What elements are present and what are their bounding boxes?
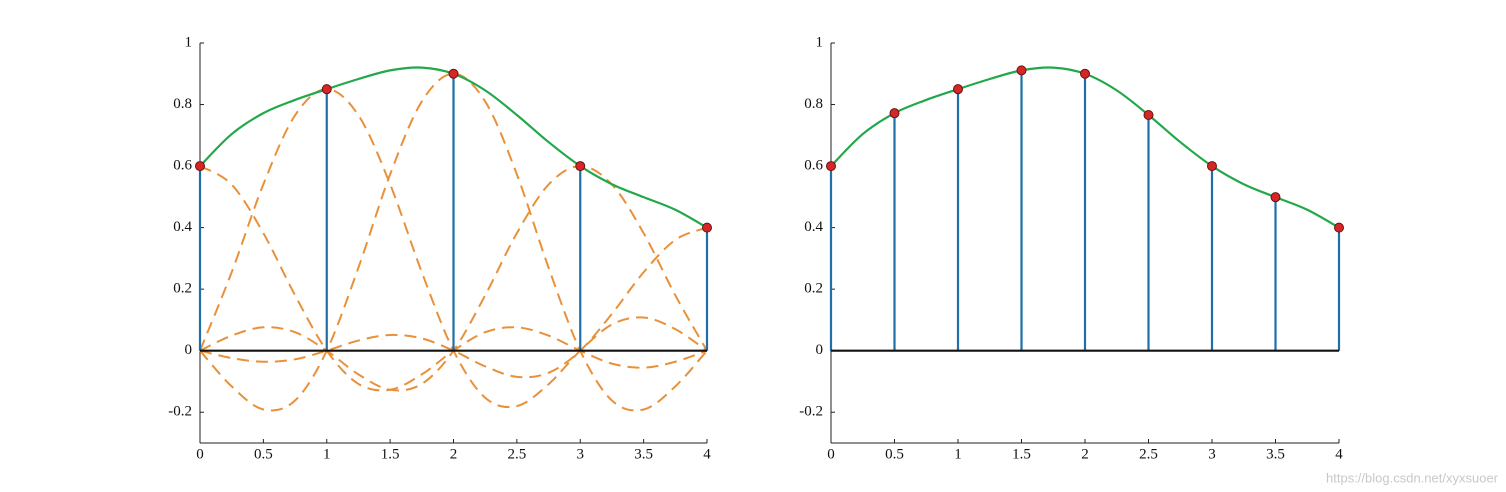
y-tick-label: -0.2 <box>799 404 823 420</box>
x-tick-label: 1 <box>323 446 331 462</box>
y-tick-label: 0.8 <box>173 96 192 112</box>
sample-marker <box>1080 68 1090 79</box>
y-tick-label: 1 <box>185 34 193 50</box>
sample-marker <box>1270 192 1281 203</box>
x-tick-label: 2 <box>450 446 458 462</box>
sample-marker <box>448 68 459 79</box>
y-tick-label: 0.8 <box>804 96 823 112</box>
y-tick-label: 0.4 <box>804 219 823 235</box>
y-tick-label: 0 <box>816 342 824 358</box>
sample-marker <box>953 84 963 95</box>
y-tick-label: -0.2 <box>168 404 192 420</box>
y-tick-label: 0.2 <box>804 281 823 297</box>
x-tick-label: 2.5 <box>508 446 527 462</box>
x-tick-label: 2.5 <box>1139 446 1158 462</box>
x-tick-label: 3.5 <box>634 446 653 462</box>
sample-marker <box>1143 110 1154 120</box>
sample-marker <box>321 84 332 95</box>
y-tick-label: 0 <box>185 342 193 358</box>
sinc-component <box>199 226 708 379</box>
x-tick-label: 0.5 <box>254 446 273 462</box>
x-tick-label: 1.5 <box>1012 446 1031 462</box>
x-tick-label: 4 <box>1335 446 1343 462</box>
x-tick-label: 0 <box>196 446 204 462</box>
y-tick-label: 0.6 <box>173 158 192 174</box>
sample-marker <box>575 161 586 172</box>
sample-marker <box>702 222 712 233</box>
x-tick-label: 0.5 <box>885 446 904 462</box>
sinc-component <box>199 72 708 412</box>
sinc-component <box>199 88 708 409</box>
sample-marker <box>1334 222 1344 233</box>
x-tick-label: 3 <box>1208 446 1216 462</box>
x-tick-label: 1.5 <box>381 446 400 462</box>
x-tick-label: 3 <box>577 446 585 462</box>
y-tick-label: 0.2 <box>173 281 192 297</box>
x-tick-label: 3.5 <box>1266 446 1285 462</box>
sample-marker <box>1016 65 1027 76</box>
sample-marker <box>195 161 205 172</box>
x-tick-label: 4 <box>703 446 711 462</box>
x-tick-label: 2 <box>1081 446 1089 462</box>
sample-marker <box>889 108 900 119</box>
sample-marker <box>1207 161 1217 172</box>
y-tick-label: 0.6 <box>804 158 823 174</box>
y-tick-label: 1 <box>816 34 824 50</box>
y-tick-label: 0.4 <box>173 219 192 235</box>
sample-marker <box>826 161 836 172</box>
x-tick-label: 1 <box>954 446 962 462</box>
watermark: https://blog.csdn.net/xyxsuoer <box>1326 470 1499 485</box>
x-tick-label: 0 <box>827 446 835 462</box>
